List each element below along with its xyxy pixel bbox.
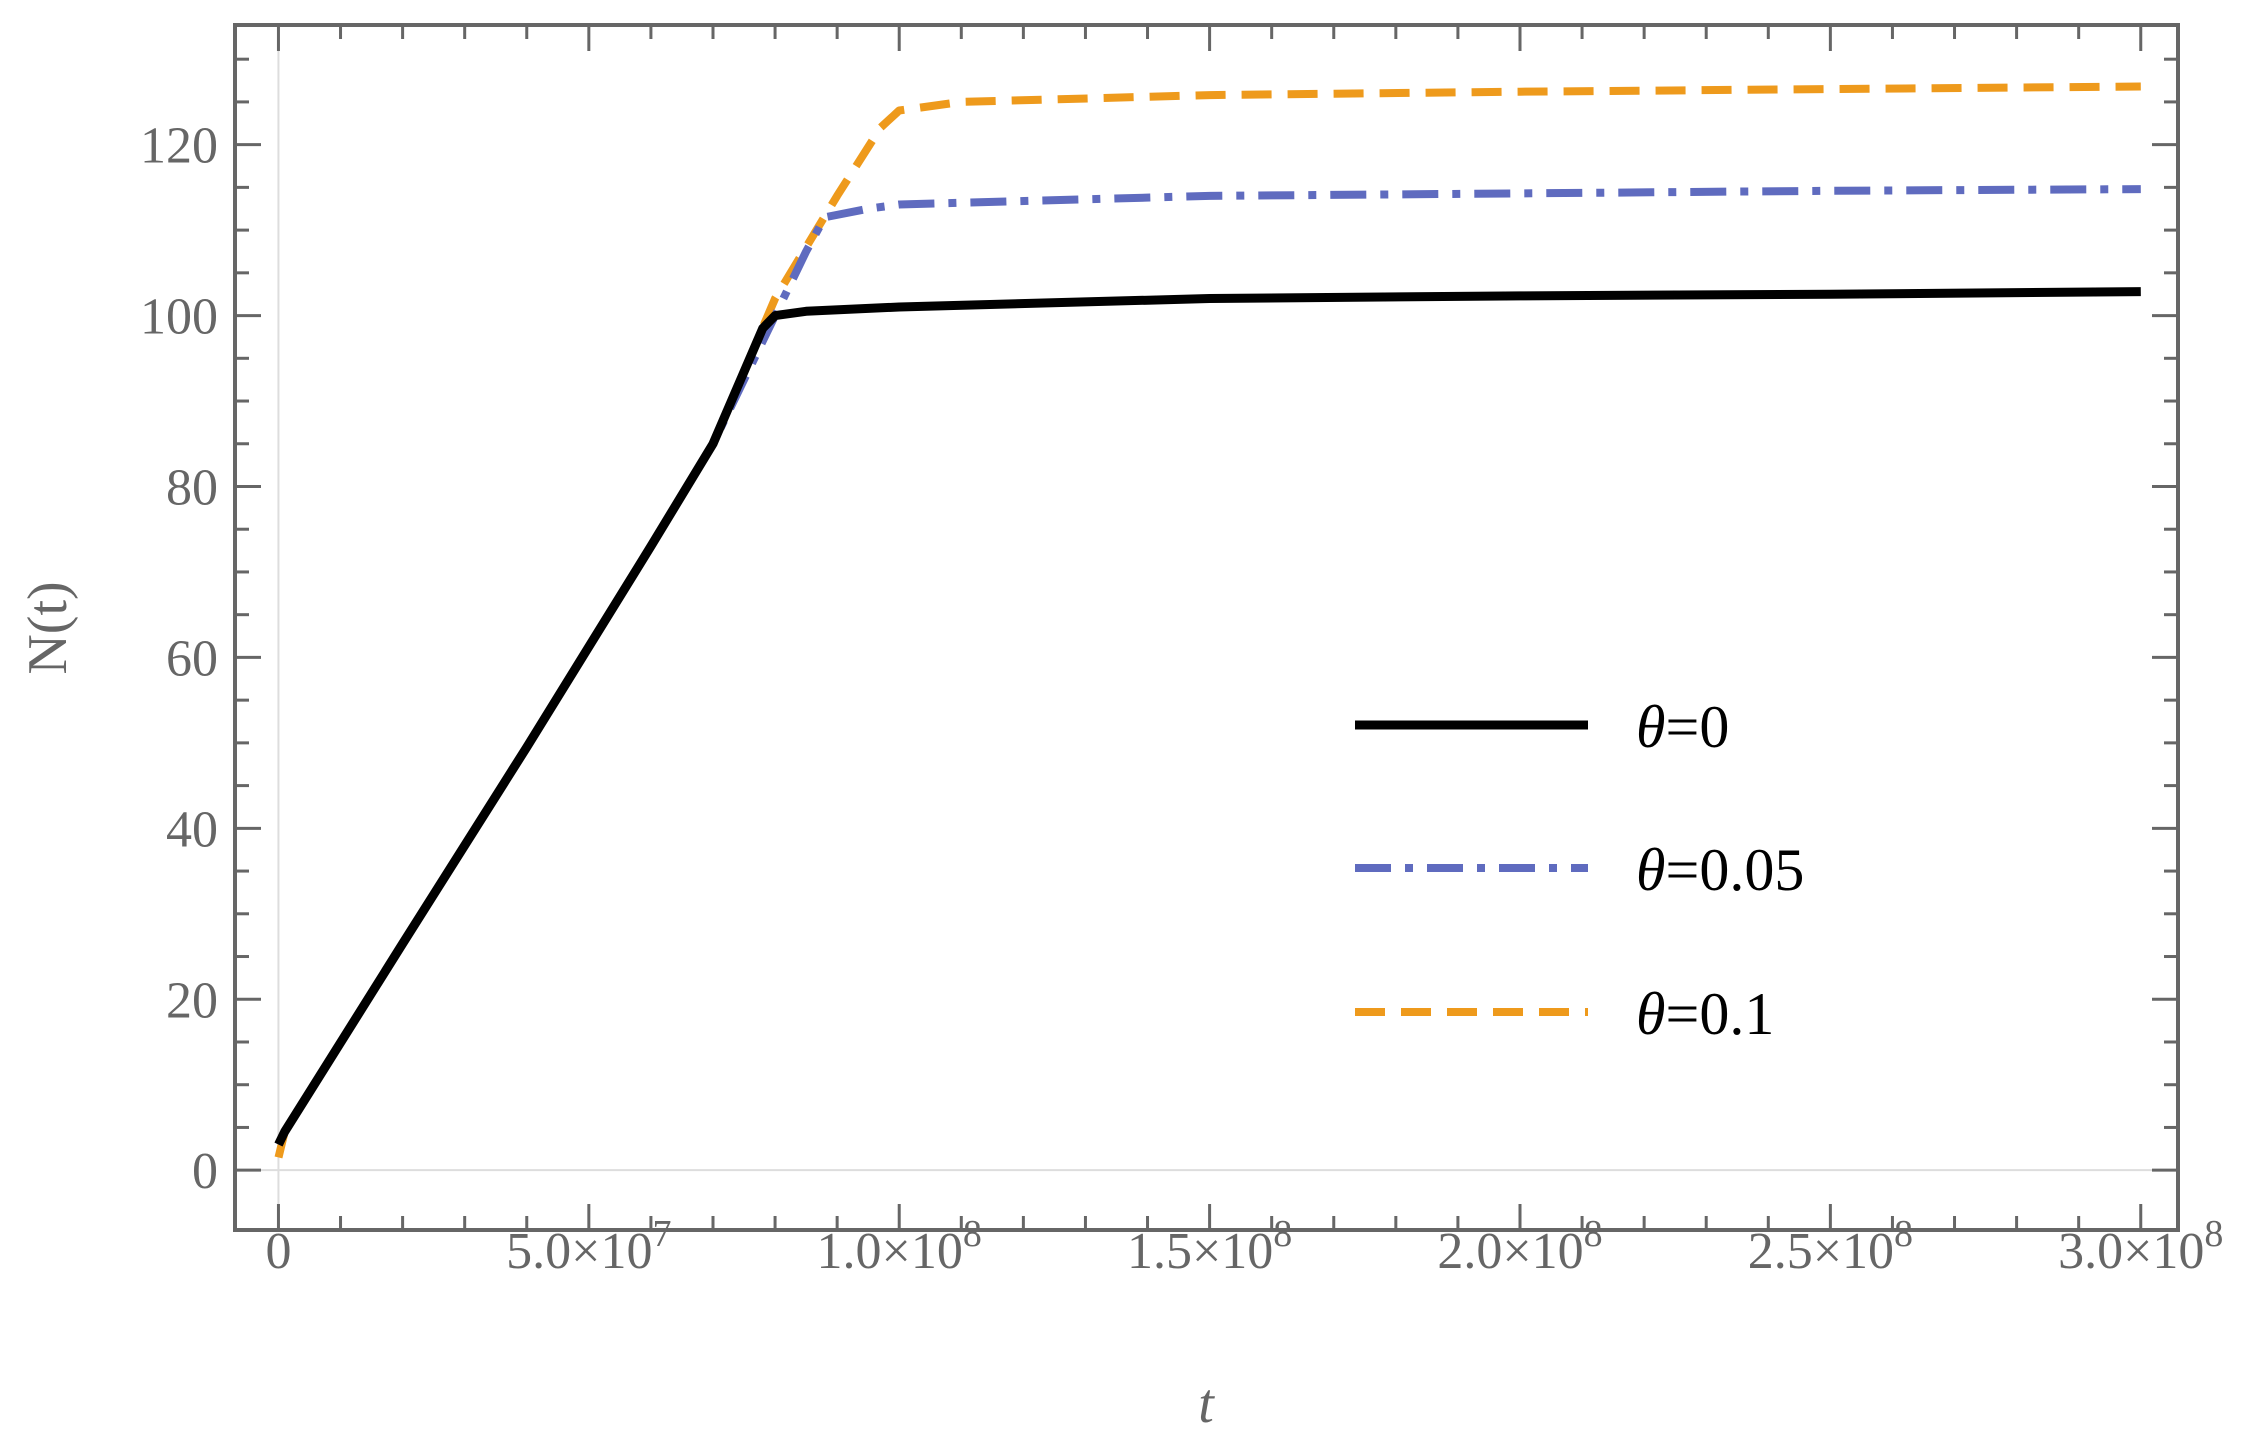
x-tick-label: 0 — [265, 1223, 291, 1280]
x-tick-label: 3.0×108 — [2058, 1213, 2223, 1280]
x-tick-label: 2.5×108 — [1748, 1213, 1913, 1280]
y-tick-label: 100 — [140, 289, 218, 346]
y-tick-label: 80 — [166, 459, 218, 516]
legend-label-2: θ=0.1 — [1636, 981, 1774, 1047]
y-axis-title: N(t) — [17, 581, 79, 674]
y-tick-label: 120 — [140, 118, 218, 175]
y-tick-labels: 0 20 40 60 80 100 120 — [140, 118, 218, 1201]
series-line-1 — [274, 185, 2141, 1147]
x-tick-label: 5.0×107 — [506, 1213, 671, 1280]
series-layer — [274, 82, 2141, 1159]
y-tick-label: 40 — [166, 801, 218, 858]
legend-label-0: θ=0 — [1636, 694, 1729, 760]
y-tick-label: 0 — [192, 1143, 218, 1200]
legend-label-1: θ=0.05 — [1636, 837, 1804, 903]
x-axis-title: t — [1198, 1373, 1215, 1435]
y-tick-label: 20 — [166, 972, 218, 1029]
y-tick-label: 60 — [166, 630, 218, 687]
x-tick-labels: 0 5.0×107 1.0×108 1.5×108 2.0×108 2.5×108 3.0×… — [265, 1213, 2223, 1280]
plot-frame — [233, 23, 2180, 1232]
x-tick-label: 1.5×108 — [1127, 1213, 1292, 1280]
x-tick-label: 1.0×108 — [817, 1213, 982, 1280]
axis-ticks — [235, 25, 2178, 1230]
x-tick-label: 2.0×108 — [1437, 1213, 1602, 1280]
series-line-2 — [274, 82, 2141, 1159]
legend: θ=0 θ=0.05 θ=0.1 — [1355, 694, 1804, 1047]
series-line-0 — [274, 287, 2141, 1147]
